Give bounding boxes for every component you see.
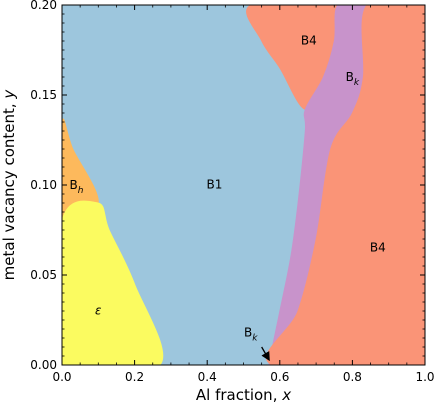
y-tick-label-4: 0.20: [30, 0, 57, 12]
x-tick-label-4: 0.8: [343, 370, 362, 384]
region-label-epsilon-5: ε: [95, 304, 102, 318]
region-label-bk-2: Bk: [346, 70, 360, 88]
y-axis: 0.00 0.05 0.10 0.15 0.20: [30, 0, 425, 372]
y-tick-label-3: 0.15: [30, 88, 57, 102]
annotation-arrow-0: [261, 346, 270, 362]
y-tick-label-1: 0.05: [30, 268, 57, 282]
x-tick-label-2: 0.4: [198, 370, 217, 384]
annotation-label-0: Bk: [244, 325, 258, 343]
region-label-b1-0: B1: [207, 178, 223, 192]
x-axis-label: Al fraction, x: [196, 386, 291, 404]
x-tick-label-5: 1.0: [415, 370, 434, 384]
x-tick-label-0: 0.0: [52, 370, 71, 384]
phase-regions: [62, 5, 425, 365]
annotations: Bk: [244, 325, 270, 362]
region-label-b4-3: B4: [370, 241, 386, 255]
x-tick-label-1: 0.2: [125, 370, 144, 384]
y-tick-label-0: 0.00: [30, 358, 57, 372]
region-labels: B1 B4 Bk B4 Bh ε: [70, 34, 386, 318]
y-axis-label: metal vacancy content, y: [0, 89, 18, 281]
region-label-b4-1: B4: [301, 34, 317, 48]
region-label-bh-4: Bh: [70, 178, 84, 196]
region-epsilon-5: [62, 200, 164, 365]
region-b4-3: [265, 5, 425, 365]
x-axis: 0.0 0.2 0.4 0.6 0.8 1.0: [52, 5, 435, 384]
y-tick-label-2: 0.10: [30, 178, 57, 192]
x-tick-label-3: 0.6: [270, 370, 289, 384]
